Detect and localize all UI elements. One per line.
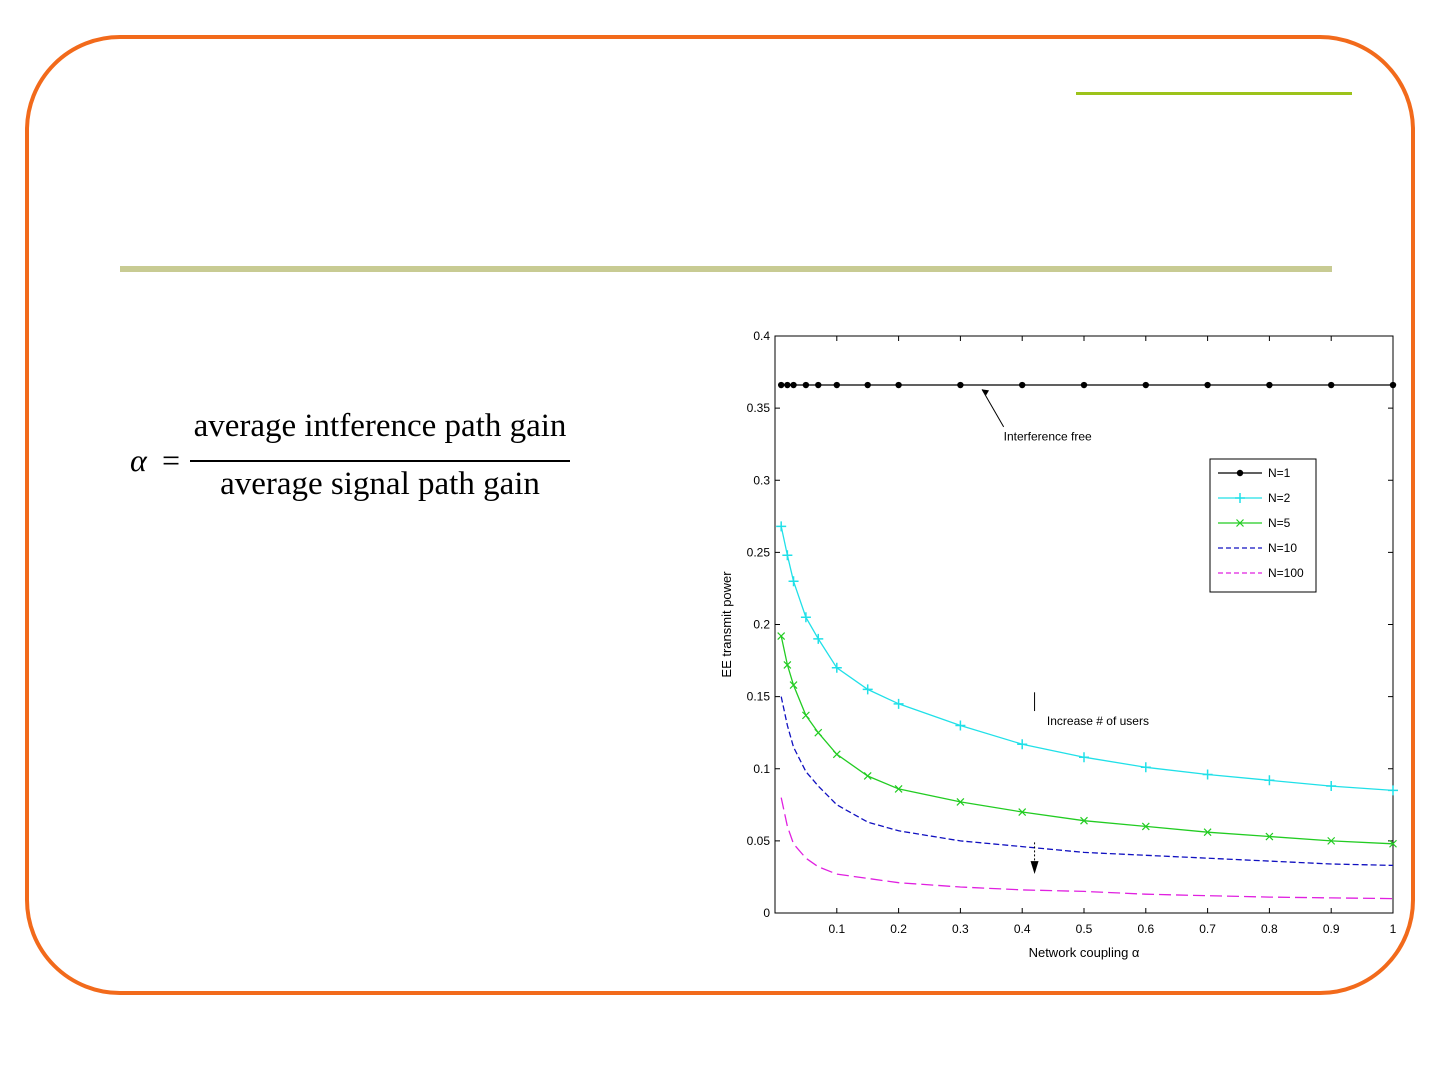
formula-equals: = (162, 442, 181, 478)
annotation-increase-users: Increase # of users (1047, 714, 1149, 728)
x-tick-label: 0.8 (1261, 922, 1278, 936)
data-point (893, 698, 904, 709)
y-tick-label: 0.05 (747, 834, 771, 848)
data-point (1389, 381, 1397, 389)
legend-label: N=2 (1268, 491, 1291, 505)
data-point (815, 381, 822, 389)
legend-label: N=100 (1268, 566, 1304, 580)
data-point (789, 681, 798, 690)
y-tick-label: 0.4 (753, 329, 770, 343)
legend-label: N=5 (1268, 516, 1291, 530)
legend-marker (1236, 469, 1244, 477)
data-point (1326, 781, 1337, 792)
data-point (1017, 739, 1028, 750)
series-line-n100 (780, 797, 1394, 900)
annotation-arrow-1 (981, 389, 1005, 428)
x-tick-label: 0.2 (890, 922, 907, 936)
x-tick-label: 0.7 (1199, 922, 1216, 936)
data-point (1327, 836, 1336, 845)
data-point (831, 662, 842, 673)
data-point (864, 381, 871, 389)
x-axis-label: Network coupling α (1029, 945, 1140, 960)
x-tick-label: 0.4 (1014, 922, 1031, 936)
data-point (814, 728, 823, 737)
data-point (833, 381, 840, 389)
data-point (1264, 775, 1275, 786)
x-tick-label: 1 (1390, 922, 1397, 936)
data-point (956, 798, 965, 806)
alpha-formula: α = average intference path gain average… (130, 408, 590, 518)
legend-label: N=10 (1268, 541, 1297, 555)
data-point (1018, 808, 1027, 816)
top-accent-line (1076, 92, 1352, 95)
data-point (1203, 828, 1212, 837)
data-point (955, 720, 966, 731)
data-point (777, 381, 785, 389)
formula-lhs: α (130, 442, 147, 478)
data-point (1019, 381, 1026, 389)
legend-marker (1235, 493, 1245, 503)
data-point (1202, 769, 1213, 780)
data-point (777, 632, 786, 640)
data-point (1266, 381, 1273, 389)
y-tick-label: 0.35 (747, 401, 771, 415)
data-point (801, 711, 810, 720)
x-tick-label: 0.9 (1323, 922, 1340, 936)
data-point (1140, 762, 1151, 773)
data-point (832, 750, 841, 759)
data-point (1079, 752, 1089, 763)
data-point (1080, 816, 1088, 825)
y-tick-label: 0 (763, 906, 770, 920)
y-tick-label: 0.15 (747, 690, 771, 704)
data-point (813, 633, 824, 644)
data-point (1265, 832, 1274, 841)
data-point (1204, 381, 1211, 389)
data-point (895, 381, 902, 389)
y-tick-label: 0.1 (753, 762, 770, 776)
ee-power-chart: 0 0.05 0.1 0.15 0.2 0.25 0.3 0.35 0.4 0.1 0.2 0.3 0.… (719, 329, 1398, 960)
data-point (784, 381, 791, 389)
y-tick-label: 0.25 (747, 545, 771, 559)
data-point (783, 660, 792, 669)
data-point (862, 684, 873, 695)
data-point (1142, 381, 1149, 389)
formula-denominator: average signal path gain (220, 466, 540, 502)
annotation-arrowhead-2 (1030, 861, 1039, 875)
fraction-bar (190, 460, 570, 462)
data-point (1328, 381, 1335, 389)
x-tick-label: 0.6 (1137, 922, 1154, 936)
y-tick-label: 0.2 (753, 618, 770, 632)
slide-frame (25, 35, 1415, 995)
data-point (1389, 839, 1397, 848)
data-point (957, 381, 964, 389)
formula-numerator: average intference path gain (193, 408, 567, 444)
annotation-arrowhead-1 (982, 389, 990, 396)
x-tick-label: 0.3 (952, 922, 969, 936)
data-point (1388, 785, 1398, 796)
data-point (782, 550, 793, 561)
data-point (788, 576, 799, 587)
data-point (776, 521, 787, 532)
data-point (1080, 381, 1088, 389)
title-divider (120, 266, 1332, 272)
data-point (802, 381, 810, 389)
legend-box (1209, 458, 1317, 593)
x-tick-label: 0.5 (1076, 922, 1093, 936)
data-point (863, 772, 872, 780)
y-axis-label: EE transmit power (719, 571, 734, 678)
plot-area (774, 335, 1394, 914)
series-line-n2 (780, 526, 1394, 792)
y-tick-label: 0.3 (753, 473, 770, 487)
data-point (894, 785, 903, 793)
data-point (1141, 822, 1150, 831)
legend-label: N=1 (1268, 466, 1291, 480)
data-point (790, 381, 797, 389)
series-line-n10 (780, 696, 1394, 867)
series-line-n5 (780, 635, 1394, 845)
legend-marker (1236, 519, 1244, 527)
annotation-interference-free: Interference free (1004, 430, 1092, 444)
data-point (800, 612, 811, 623)
x-tick-label: 0.1 (828, 922, 845, 936)
